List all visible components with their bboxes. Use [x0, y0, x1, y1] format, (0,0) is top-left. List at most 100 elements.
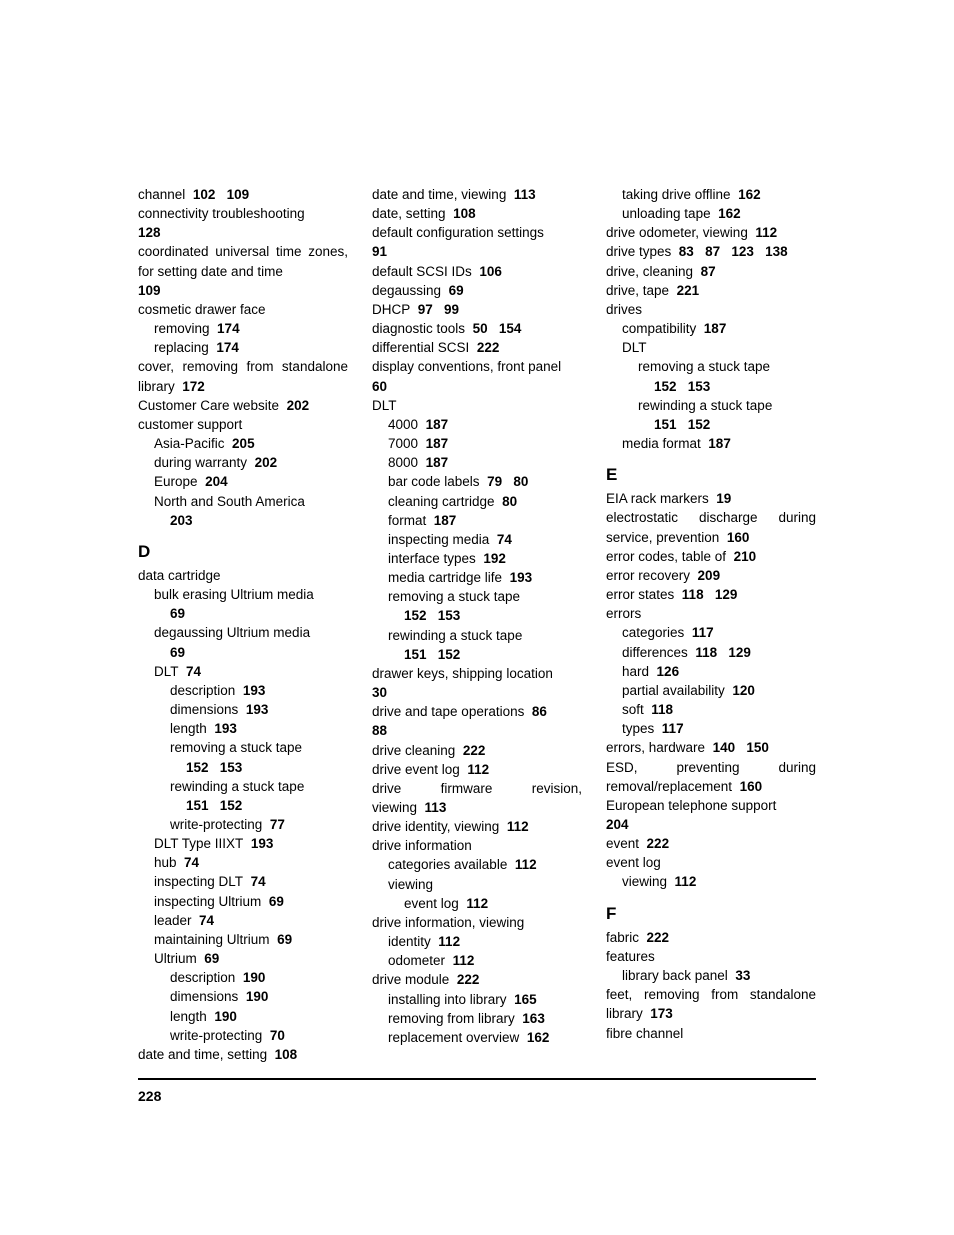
page-ref[interactable]: 19 — [716, 491, 731, 506]
index-entry-text: diagnostic tools — [372, 321, 465, 336]
page-ref[interactable]: 193 — [243, 683, 266, 698]
page-ref[interactable]: 222 — [647, 836, 670, 851]
page-ref[interactable]: 187 — [708, 436, 731, 451]
page-ref[interactable]: 193 — [246, 702, 269, 717]
page-ref[interactable]: 74 — [251, 874, 266, 889]
page-ref[interactable]: 112 — [515, 857, 537, 872]
page-ref[interactable]: 187 — [426, 417, 449, 432]
page-ref[interactable]: 173 — [650, 1006, 673, 1021]
page-ref[interactable]: 222 — [477, 340, 500, 355]
page-ref[interactable]: 128 — [138, 225, 161, 240]
page-ref[interactable]: 152 153 — [654, 379, 710, 394]
index-entry-pages: 152 153 — [372, 606, 582, 625]
page-ref[interactable]: 112 — [467, 762, 489, 777]
page-ref[interactable]: 60 — [372, 379, 387, 394]
page-ref[interactable]: 112 — [507, 819, 529, 834]
page-ref[interactable]: 88 — [372, 723, 387, 738]
page-ref[interactable]: 112 — [466, 896, 488, 911]
page-ref[interactable]: 91 — [372, 244, 387, 259]
index-entry-text: drive event log — [372, 762, 460, 777]
page-ref[interactable]: 117 — [662, 721, 684, 736]
page-ref[interactable]: 162 — [738, 187, 761, 202]
page-ref[interactable]: 74 — [199, 913, 214, 928]
page-ref[interactable]: 151 152 — [186, 798, 242, 813]
page-ref[interactable]: 162 — [718, 206, 741, 221]
page-ref[interactable]: 102 109 — [193, 187, 249, 202]
page-ref[interactable]: 112 — [755, 225, 777, 240]
page-ref[interactable]: 74 — [184, 855, 199, 870]
page-ref[interactable]: 222 — [647, 930, 670, 945]
page-ref[interactable]: 221 — [677, 283, 700, 298]
page-ref[interactable]: 69 — [170, 645, 185, 660]
page-ref[interactable]: 190 — [243, 970, 266, 985]
page-ref[interactable]: 204 — [205, 474, 228, 489]
page-ref[interactable]: 118 129 — [682, 587, 738, 602]
page-ref[interactable]: 79 80 — [487, 474, 528, 489]
page-ref[interactable]: 160 — [727, 530, 750, 545]
page-ref[interactable]: 118 129 — [695, 645, 751, 660]
page-ref[interactable]: 109 — [138, 283, 161, 298]
page-ref[interactable]: 97 99 — [418, 302, 459, 317]
page-ref[interactable]: 87 — [701, 264, 716, 279]
page-ref[interactable]: 160 — [740, 779, 763, 794]
page-ref[interactable]: 106 — [479, 264, 502, 279]
page-ref[interactable]: 69 — [170, 606, 185, 621]
page-ref[interactable]: 172 — [182, 379, 205, 394]
page-ref[interactable]: 202 — [255, 455, 278, 470]
page-ref[interactable]: 222 — [463, 743, 486, 758]
page-ref[interactable]: 187 — [426, 455, 449, 470]
page-ref[interactable]: 193 — [251, 836, 274, 851]
page-ref[interactable]: 83 87 123 138 — [679, 244, 788, 259]
page-ref[interactable]: 113 — [425, 800, 447, 815]
page-ref[interactable]: 152 153 — [404, 608, 460, 623]
index-entry: diagnostic tools 50 154 — [372, 319, 582, 338]
page-ref[interactable]: 193 — [214, 721, 237, 736]
page-ref[interactable]: 210 — [734, 549, 757, 564]
page-ref[interactable]: 205 — [232, 436, 255, 451]
page-ref[interactable]: 202 — [287, 398, 310, 413]
page-ref[interactable]: 174 — [216, 340, 239, 355]
page-ref[interactable]: 126 — [657, 664, 680, 679]
page-ref[interactable]: 165 — [514, 992, 537, 1007]
page-ref[interactable]: 209 — [698, 568, 721, 583]
page-ref[interactable]: 112 — [453, 953, 475, 968]
page-ref[interactable]: 69 — [277, 932, 292, 947]
page-ref[interactable]: 74 — [497, 532, 512, 547]
page-ref[interactable]: 69 — [449, 283, 464, 298]
page-ref[interactable]: 193 — [510, 570, 533, 585]
page-ref[interactable]: 140 150 — [713, 740, 769, 755]
page-ref[interactable]: 192 — [483, 551, 506, 566]
page-ref[interactable]: 187 — [434, 513, 457, 528]
page-ref[interactable]: 204 — [606, 817, 629, 832]
page-ref[interactable]: 112 — [438, 934, 460, 949]
page-ref[interactable]: 152 153 — [186, 760, 242, 775]
page-ref[interactable]: 80 — [502, 494, 517, 509]
page-ref[interactable]: 77 — [270, 817, 285, 832]
page-ref[interactable]: 33 — [735, 968, 750, 983]
page-ref[interactable]: 50 154 — [473, 321, 522, 336]
page-ref[interactable]: 190 — [214, 1009, 237, 1024]
page-ref[interactable]: 174 — [217, 321, 240, 336]
page-ref[interactable]: 108 — [453, 206, 476, 221]
page-ref[interactable]: 120 — [732, 683, 755, 698]
page-ref[interactable]: 203 — [170, 513, 193, 528]
page-ref[interactable]: 151 152 — [654, 417, 710, 432]
page-ref[interactable]: 151 152 — [404, 647, 460, 662]
page-ref[interactable]: 70 — [270, 1028, 285, 1043]
page-ref[interactable]: 222 — [457, 972, 480, 987]
page-ref[interactable]: 187 — [426, 436, 449, 451]
page-ref[interactable]: 163 — [522, 1011, 545, 1026]
page-ref[interactable]: 187 — [704, 321, 727, 336]
page-ref[interactable]: 108 — [275, 1047, 298, 1062]
page-ref[interactable]: 118 — [651, 702, 673, 717]
page-ref[interactable]: 190 — [246, 989, 269, 1004]
page-ref[interactable]: 69 — [269, 894, 284, 909]
page-ref[interactable]: 113 — [514, 187, 536, 202]
page-ref[interactable]: 117 — [692, 625, 714, 640]
page-ref[interactable]: 74 — [186, 664, 201, 679]
page-ref[interactable]: 69 — [204, 951, 219, 966]
page-ref[interactable]: 112 — [675, 874, 697, 889]
page-ref[interactable]: 30 — [372, 685, 387, 700]
page-ref[interactable]: 86 — [532, 704, 547, 719]
page-ref[interactable]: 162 — [527, 1030, 550, 1045]
